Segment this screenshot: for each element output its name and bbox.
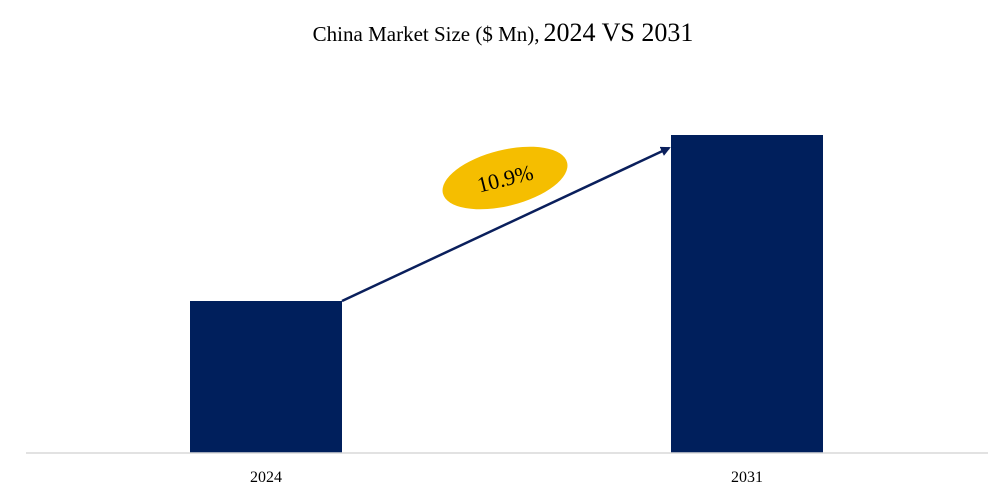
cagr-badge: [442, 146, 568, 210]
bar-2024: [190, 301, 342, 453]
bar-2031: [671, 135, 823, 453]
x-tick-label-2024: 2024: [250, 469, 282, 486]
chart-title-years: 2024 VS 2031: [543, 18, 694, 47]
chart-title-main: China Market Size ($ Mn),: [312, 22, 540, 46]
x-tick-label-2031: 2031: [731, 469, 763, 486]
chart-title: China Market Size ($ Mn), 2024 VS 2031: [0, 18, 1006, 48]
growth-arrow: [341, 146, 671, 303]
